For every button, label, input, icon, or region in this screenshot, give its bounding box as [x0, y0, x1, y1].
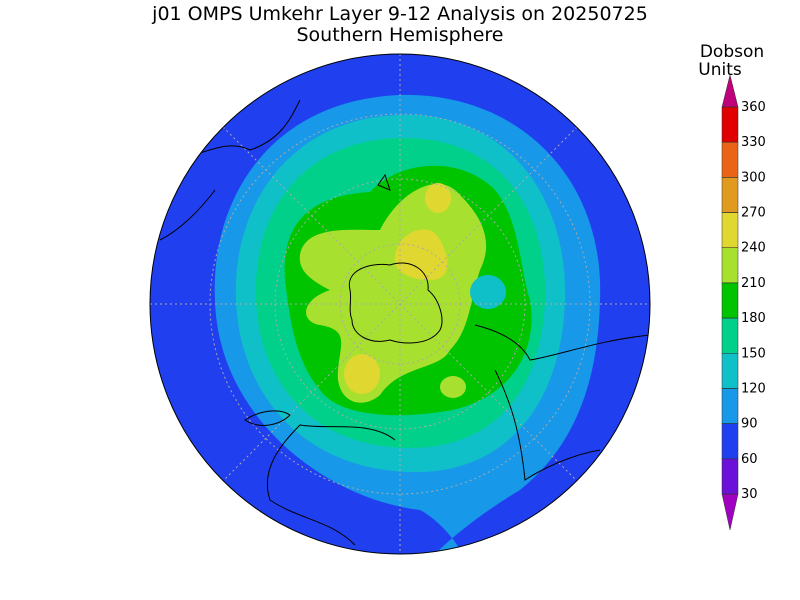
colorbar-segment — [721, 388, 739, 424]
contour-120-spot — [470, 275, 506, 309]
colorbar-tick-label: 150 — [741, 346, 766, 361]
contour-240 — [344, 354, 380, 394]
title: j01 OMPS Umkehr Layer 9-12 Analysis on 2… — [151, 3, 648, 25]
colorbar-tick-label: 240 — [741, 241, 766, 256]
colorbar-tick-label: 120 — [741, 381, 766, 396]
colorbar-tick-label: 270 — [741, 206, 766, 221]
colorbar-tick-label: 360 — [741, 100, 766, 115]
colorbar-tick-label: 30 — [741, 487, 758, 502]
colorbar-segment — [721, 423, 739, 460]
colorbar-tick-label: 210 — [741, 276, 766, 291]
colorbar-segment — [721, 212, 739, 248]
colorbar-segment — [721, 458, 739, 495]
colorbar-segment — [721, 282, 739, 319]
contour-240 — [425, 183, 451, 213]
colorbar: Dobson Units 360 330 300 270 240 210 180 150 120… — [698, 42, 766, 531]
colorbar-segment — [721, 317, 739, 354]
contour-240 — [394, 229, 448, 280]
colorbar-segment — [721, 141, 739, 178]
colorbar-extend-bottom — [721, 493, 739, 531]
colorbar-label: Dobson — [700, 42, 764, 62]
colorbar-segment — [721, 106, 739, 143]
contour-210 — [299, 183, 487, 403]
map-border — [149, 53, 651, 555]
contour-210-spot — [440, 376, 466, 398]
coastlines — [159, 99, 650, 546]
colorbar-segment — [721, 353, 739, 389]
subtitle: Southern Hemisphere — [296, 24, 503, 46]
colorbar-tick-label: 60 — [741, 452, 758, 467]
colorbar-segment — [721, 177, 739, 213]
graticule — [150, 54, 650, 554]
colorbar-tick-label: 180 — [741, 311, 766, 326]
colorbar-segment — [721, 247, 739, 284]
colorbar-tick-label: 330 — [741, 135, 766, 150]
colorbar-label: Units — [698, 60, 742, 80]
colorbar-tick-label: 90 — [741, 417, 758, 432]
ozone-field — [150, 54, 650, 554]
colorbar-tick-label: 300 — [741, 170, 766, 185]
